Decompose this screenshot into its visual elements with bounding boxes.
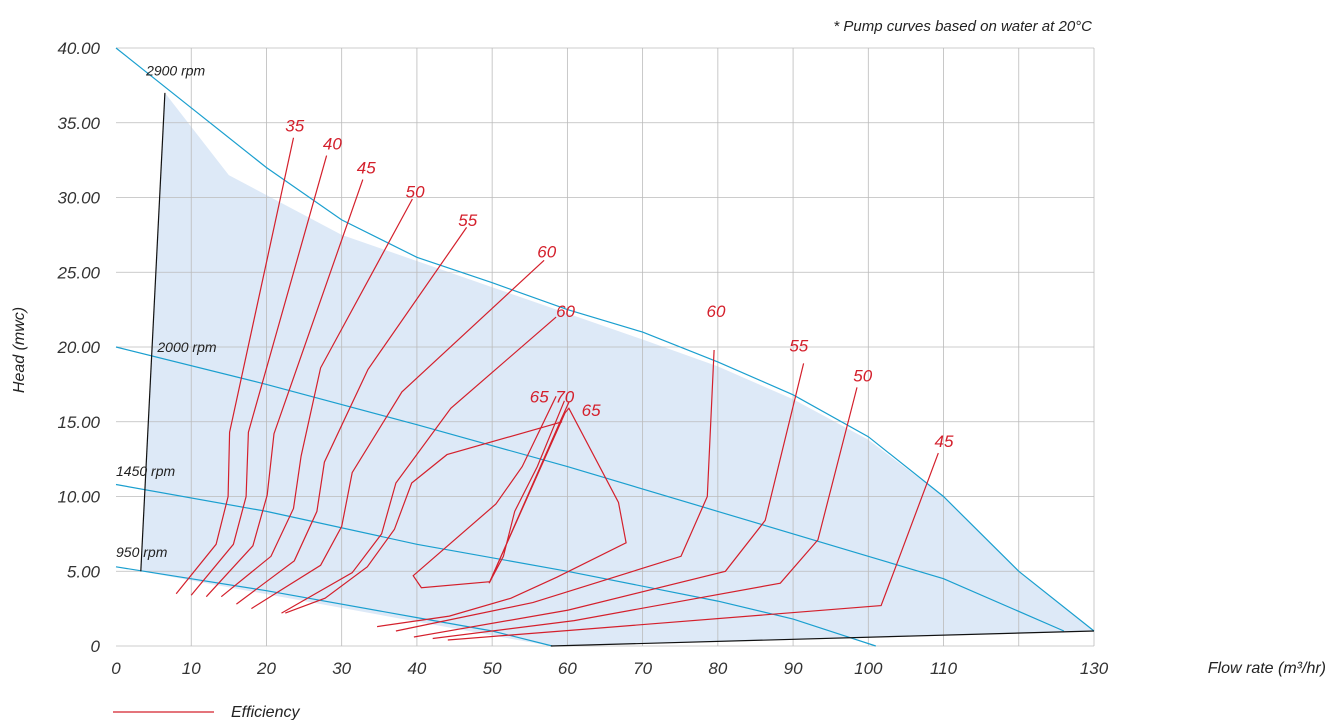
efficiency-line — [377, 400, 627, 628]
efficiency-label: 45 — [357, 159, 376, 178]
y-tick-label: 20.00 — [56, 338, 100, 357]
speed-curve-line — [115, 47, 1095, 632]
x-tick-label: 90 — [784, 659, 803, 678]
y-tick-label: 40.00 — [57, 39, 100, 58]
speed-curve-label: 2000 rpm — [156, 339, 216, 355]
efficiency-lines-layer — [175, 137, 939, 641]
x-tick-label: 40 — [407, 659, 426, 678]
y-tick-label: 30.00 — [57, 189, 100, 208]
y-tick-label: 0 — [91, 637, 101, 656]
efficiency-label: 35 — [285, 117, 304, 136]
efficiency-label: 45 — [935, 432, 954, 451]
x-tick-label: 70 — [633, 659, 652, 678]
efficiency-line — [395, 349, 715, 632]
speed-curve-label: 950 rpm — [116, 544, 168, 560]
efficiency-line — [220, 198, 413, 598]
x-tick-label: 130 — [1080, 659, 1109, 678]
x-tick-label: 10 — [182, 659, 201, 678]
efficiency-line — [281, 316, 557, 614]
efficiency-line — [175, 137, 295, 595]
efficiency-line — [236, 227, 468, 605]
boundary-line — [550, 630, 1095, 647]
efficiency-label: 60 — [556, 302, 575, 321]
x-tick-label: 60 — [558, 659, 577, 678]
efficiency-line — [432, 387, 858, 640]
efficiency-line — [285, 421, 563, 614]
efficiency-label: 65 — [530, 387, 549, 406]
speed-curve-label: 2900 rpm — [145, 62, 205, 78]
speed-curve-label: 1450 rpm — [116, 463, 175, 479]
x-tick-label: 30 — [332, 659, 351, 678]
y-tick-label: 25.00 — [56, 263, 100, 282]
efficiency-label: 65 — [582, 401, 601, 420]
x-tick-label: 20 — [256, 659, 276, 678]
y-axis-label: Head (mwc) — [11, 307, 28, 393]
x-tick-label: 80 — [708, 659, 727, 678]
efficiency-label: 55 — [789, 336, 808, 355]
efficiency-label: 40 — [323, 135, 342, 154]
legend-label: Efficiency — [231, 704, 300, 720]
chart-note: * Pump curves based on water at 20°C — [833, 18, 1092, 35]
x-tick-label: 50 — [483, 659, 502, 678]
efficiency-line — [447, 452, 939, 641]
speed-curve-line — [115, 346, 1065, 632]
efficiency-label: 50 — [853, 366, 872, 385]
x-tick-label: 110 — [930, 659, 958, 678]
efficiency-label: 60 — [707, 302, 726, 321]
speed-curve-line — [115, 483, 876, 647]
efficiency-label: 55 — [458, 211, 477, 230]
boundary-line — [140, 92, 166, 572]
boundary-lines-layer — [140, 92, 1095, 647]
x-axis-label: Flow rate (m³/hr) — [1208, 660, 1326, 677]
efficiency-label: 60 — [537, 242, 556, 261]
operating-envelope-area — [140, 92, 1095, 646]
operating-envelope-layer — [140, 92, 1095, 646]
y-tick-label: 35.00 — [57, 114, 100, 133]
efficiency-line — [205, 179, 364, 598]
efficiency-label: 70 — [555, 387, 574, 406]
efficiency-line — [251, 259, 545, 610]
y-tick-label: 10.00 — [57, 488, 100, 507]
efficiency-line — [190, 155, 328, 596]
efficiency-label: 50 — [406, 183, 425, 202]
x-tick-label: 0 — [111, 659, 121, 678]
speed-curves-layer — [115, 47, 1095, 647]
x-tick-label: 100 — [854, 659, 883, 678]
labels-layer: 0 10 20 30 40 50 60 70 80 90 100 110 130 0 5.00 10.00 15… — [56, 39, 1108, 678]
y-tick-label: 15.00 — [57, 413, 100, 432]
grid-layer — [116, 47, 1095, 647]
efficiency-line — [413, 363, 805, 638]
y-tick-label: 5.00 — [67, 562, 101, 581]
speed-curve-line — [115, 566, 553, 647]
